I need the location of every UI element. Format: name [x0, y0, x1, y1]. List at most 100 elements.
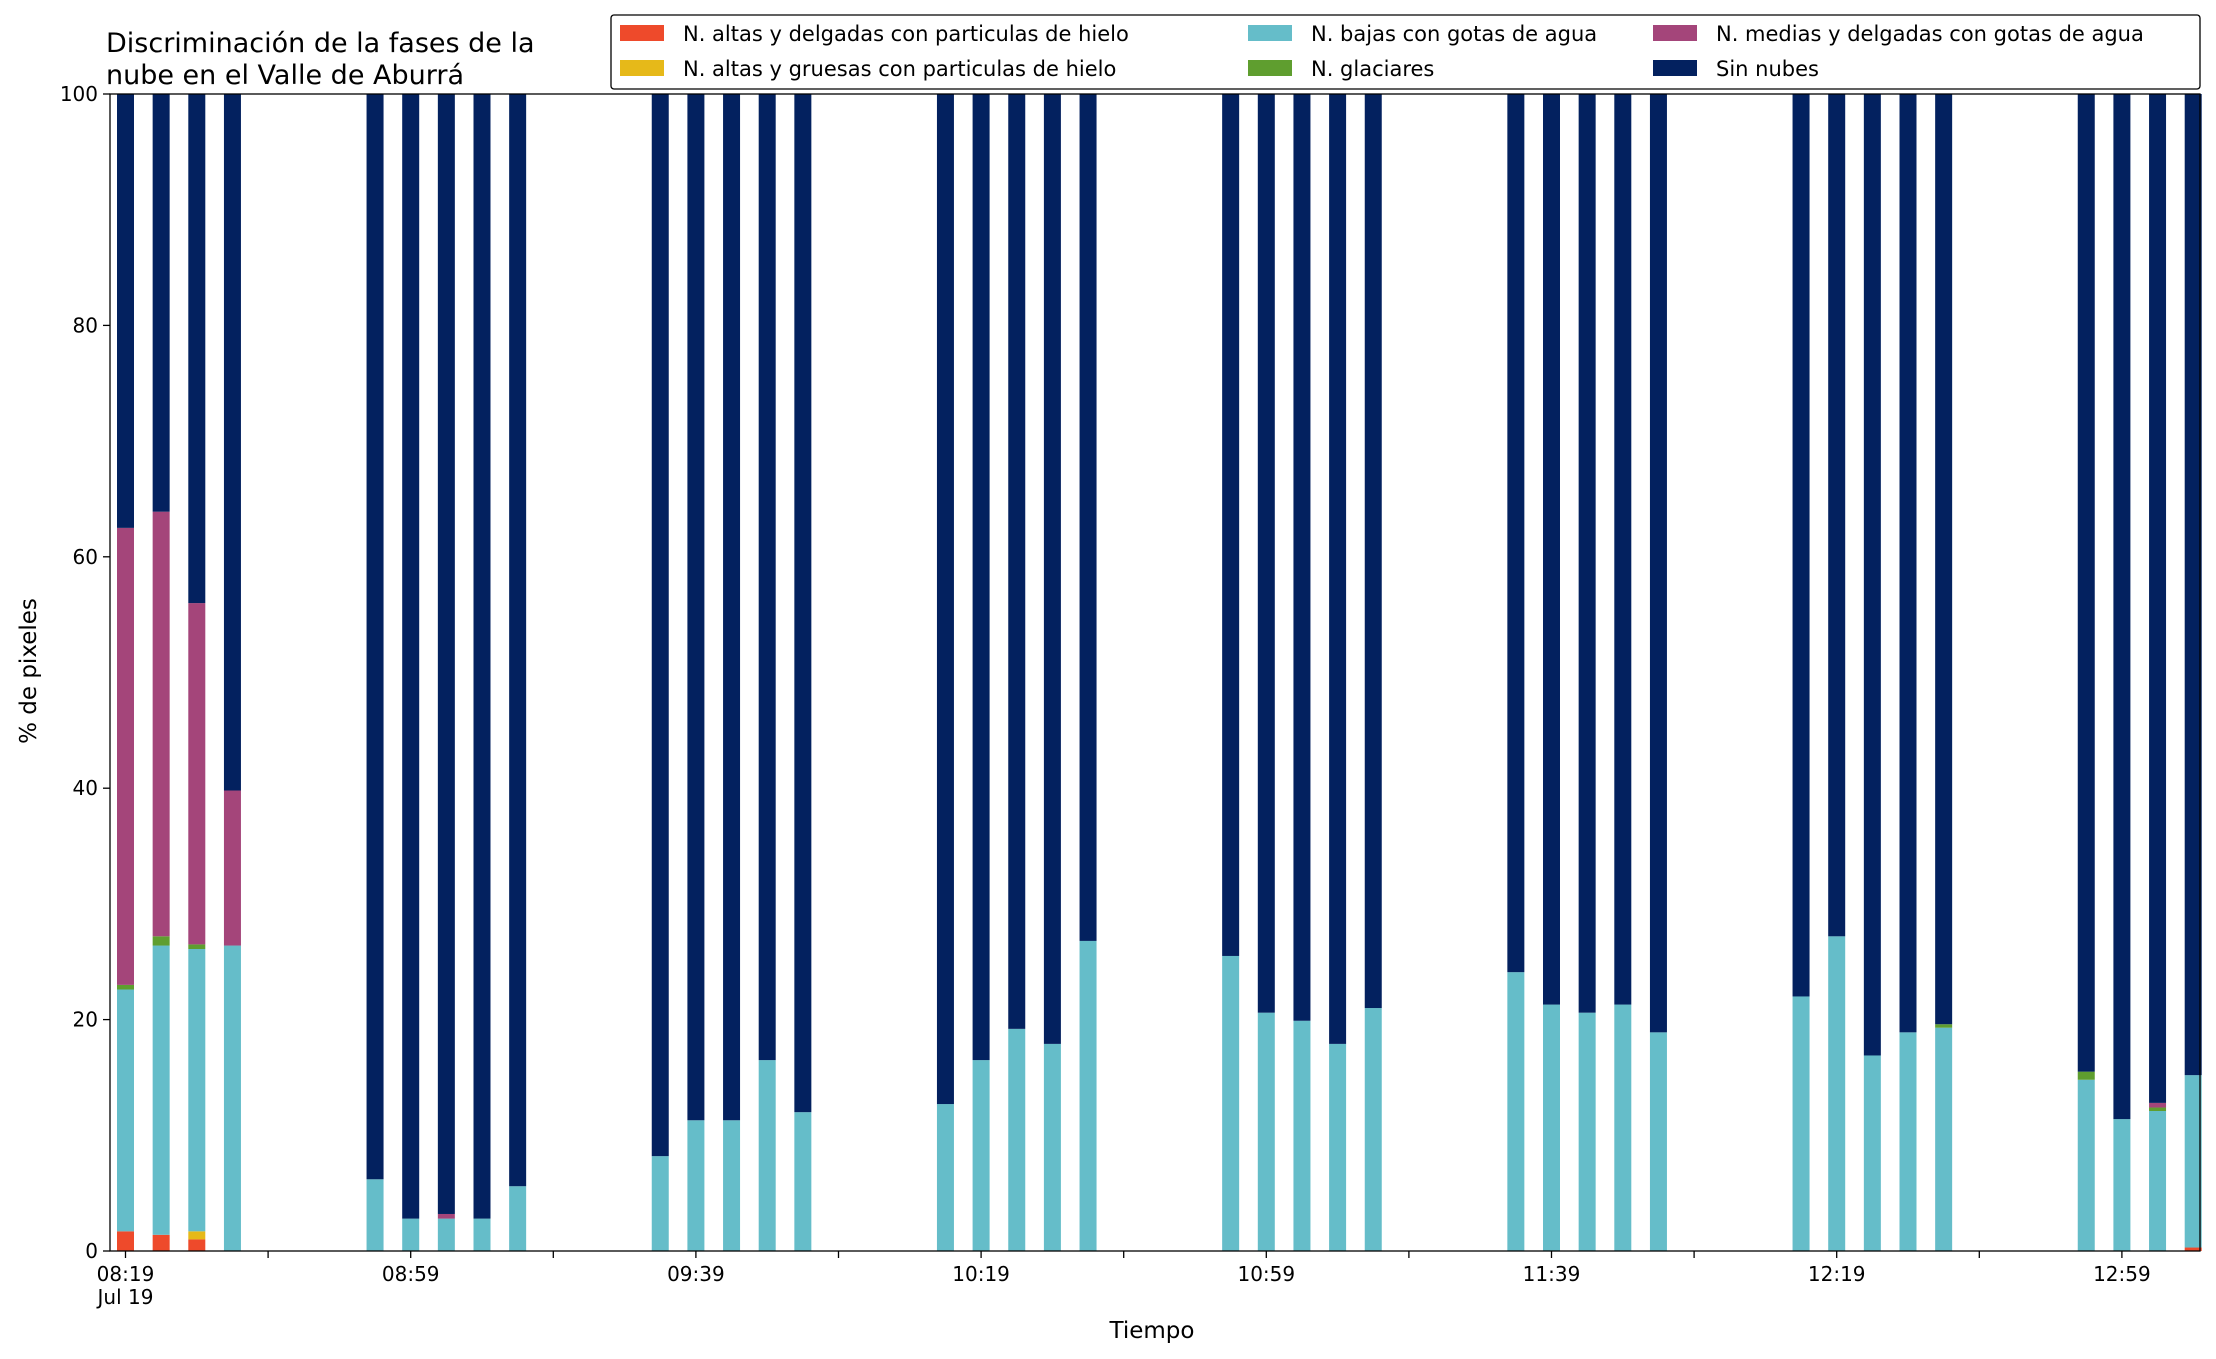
legend-swatch: [1653, 25, 1697, 41]
bar-segment-baja: [509, 1186, 527, 1251]
bar-1029: [1043, 94, 1061, 1251]
bar-segment-glaciar: [152, 936, 170, 946]
bar-0854: [366, 94, 384, 1251]
bar-segment-alta-delgada: [152, 1234, 170, 1251]
plot-frame: [109, 93, 2201, 1252]
bar-segment-baja: [1649, 1032, 1667, 1251]
bar-0944: [723, 94, 741, 1251]
bar-segment-glaciar: [117, 984, 134, 990]
bar-segment-baja: [723, 1120, 741, 1251]
bar-0824: [152, 94, 170, 1251]
bar-segment-sin-nubes: [1507, 94, 1525, 973]
x-tick-sublabel: Jul 19: [96, 1285, 154, 1309]
bar-segment-media: [152, 511, 170, 937]
bar-segment-baja: [972, 1060, 990, 1251]
bar-segment-sin-nubes: [1364, 94, 1382, 1009]
bar-1139: [1543, 94, 1560, 1251]
legend-swatch: [620, 25, 664, 41]
bar-segment-media: [2149, 1102, 2167, 1108]
bar-segment-baja: [437, 1218, 455, 1251]
bar-segment-baja: [223, 945, 241, 1251]
bar-0909: [473, 94, 491, 1251]
x-tick-label: 10:19: [952, 1262, 1010, 1286]
bar-segment-sin-nubes: [1792, 94, 1810, 997]
x-tick-label: 10:59: [1237, 1262, 1295, 1286]
y-axis-label: % de pixeles: [16, 598, 42, 744]
x-tick-label: 09:39: [667, 1262, 725, 1286]
chart-title-line-1: Discriminación de la fases de la: [106, 28, 535, 59]
bar-segment-sin-nubes: [1008, 94, 1026, 1029]
bar-segment-alta-gruesa: [188, 1231, 206, 1240]
bar-0834: [223, 94, 241, 1251]
bar-segment-sin-nubes: [1614, 94, 1632, 1005]
bar-segment-alta-delgada: [188, 1239, 206, 1251]
bar-segment-sin-nubes: [152, 94, 170, 512]
bar-1134: [1507, 94, 1525, 1251]
bar-1104: [1293, 94, 1311, 1251]
bar-1254: [2077, 94, 2095, 1251]
bar-segment-sin-nubes: [1578, 94, 1596, 1013]
bar-1019: [972, 94, 990, 1251]
bar-1059: [1257, 94, 1275, 1251]
x-tick-label: 08:19: [97, 1262, 155, 1286]
bar-1234: [1935, 94, 1953, 1251]
bar-segment-baja: [1543, 1004, 1560, 1251]
bar-segment-sin-nubes: [117, 94, 134, 528]
legend-label: N. medias y delgadas con gotas de agua: [1716, 22, 2144, 46]
bar-segment-baja: [936, 1104, 954, 1251]
bar-1034: [1079, 94, 1097, 1251]
bar-segment-baja: [366, 1179, 384, 1251]
bar-segment-glaciar: [1935, 1024, 1953, 1028]
bar-1229: [1899, 94, 1917, 1251]
bar-segment-sin-nubes: [1257, 94, 1275, 1013]
bar-1224: [1863, 94, 1881, 1251]
bar-segment-baja: [2149, 1111, 2167, 1251]
bar-segment-baja: [473, 1218, 491, 1251]
bar-1024: [1008, 94, 1026, 1251]
x-tick-label: 12:19: [1808, 1262, 1866, 1286]
legend-label: N. bajas con gotas de agua: [1311, 22, 1597, 46]
legend-swatch: [1653, 60, 1697, 76]
bar-segment-sin-nubes: [366, 94, 384, 1180]
bar-1219: [1828, 94, 1846, 1251]
bar-segment-sin-nubes: [1329, 94, 1347, 1044]
bar-segment-alta-delgada: [117, 1231, 134, 1251]
y-tick-label: 60: [73, 545, 98, 569]
bar-segment-baja: [687, 1120, 705, 1251]
bar-segment-sin-nubes: [723, 94, 741, 1121]
bar-0829: [188, 94, 206, 1251]
bar-segment-media: [437, 1213, 455, 1219]
y-tick-label: 20: [73, 1008, 98, 1032]
bar-segment-sin-nubes: [1649, 94, 1667, 1033]
x-tick-label: 11:39: [1523, 1262, 1581, 1286]
bar-1154: [1649, 94, 1667, 1251]
bar-segment-sin-nubes: [437, 94, 455, 1214]
bar-1109: [1329, 94, 1347, 1251]
legend-label: N. altas y delgadas con particulas de hi…: [683, 22, 1129, 46]
bar-segment-sin-nubes: [2184, 94, 2202, 1076]
bar-0934: [651, 94, 669, 1251]
bar-segment-sin-nubes: [1293, 94, 1311, 1021]
legend-swatch: [1248, 60, 1292, 76]
bars-layer: [117, 94, 2202, 1251]
bar-segment-baja: [1043, 1043, 1061, 1251]
bar-segment-sin-nubes: [1899, 94, 1917, 1033]
bar-segment-baja: [1935, 1027, 1953, 1251]
bar-segment-sin-nubes: [758, 94, 776, 1061]
bar-segment-alta-delgada: [2184, 1247, 2202, 1251]
bar-segment-sin-nubes: [936, 94, 954, 1105]
legend-label: N. altas y gruesas con particulas de hie…: [683, 57, 1116, 81]
bar-1144: [1578, 94, 1596, 1251]
bar-1259: [2113, 94, 2131, 1251]
bar-segment-baja: [1507, 972, 1525, 1251]
bar-segment-baja: [1293, 1020, 1311, 1251]
bar-0939: [687, 94, 705, 1251]
bar-segment-baja: [402, 1218, 420, 1251]
bar-segment-sin-nubes: [1043, 94, 1061, 1044]
bar-segment-baja: [188, 949, 206, 1232]
bar-segment-baja: [1329, 1043, 1347, 1251]
bar-segment-sin-nubes: [402, 94, 420, 1219]
